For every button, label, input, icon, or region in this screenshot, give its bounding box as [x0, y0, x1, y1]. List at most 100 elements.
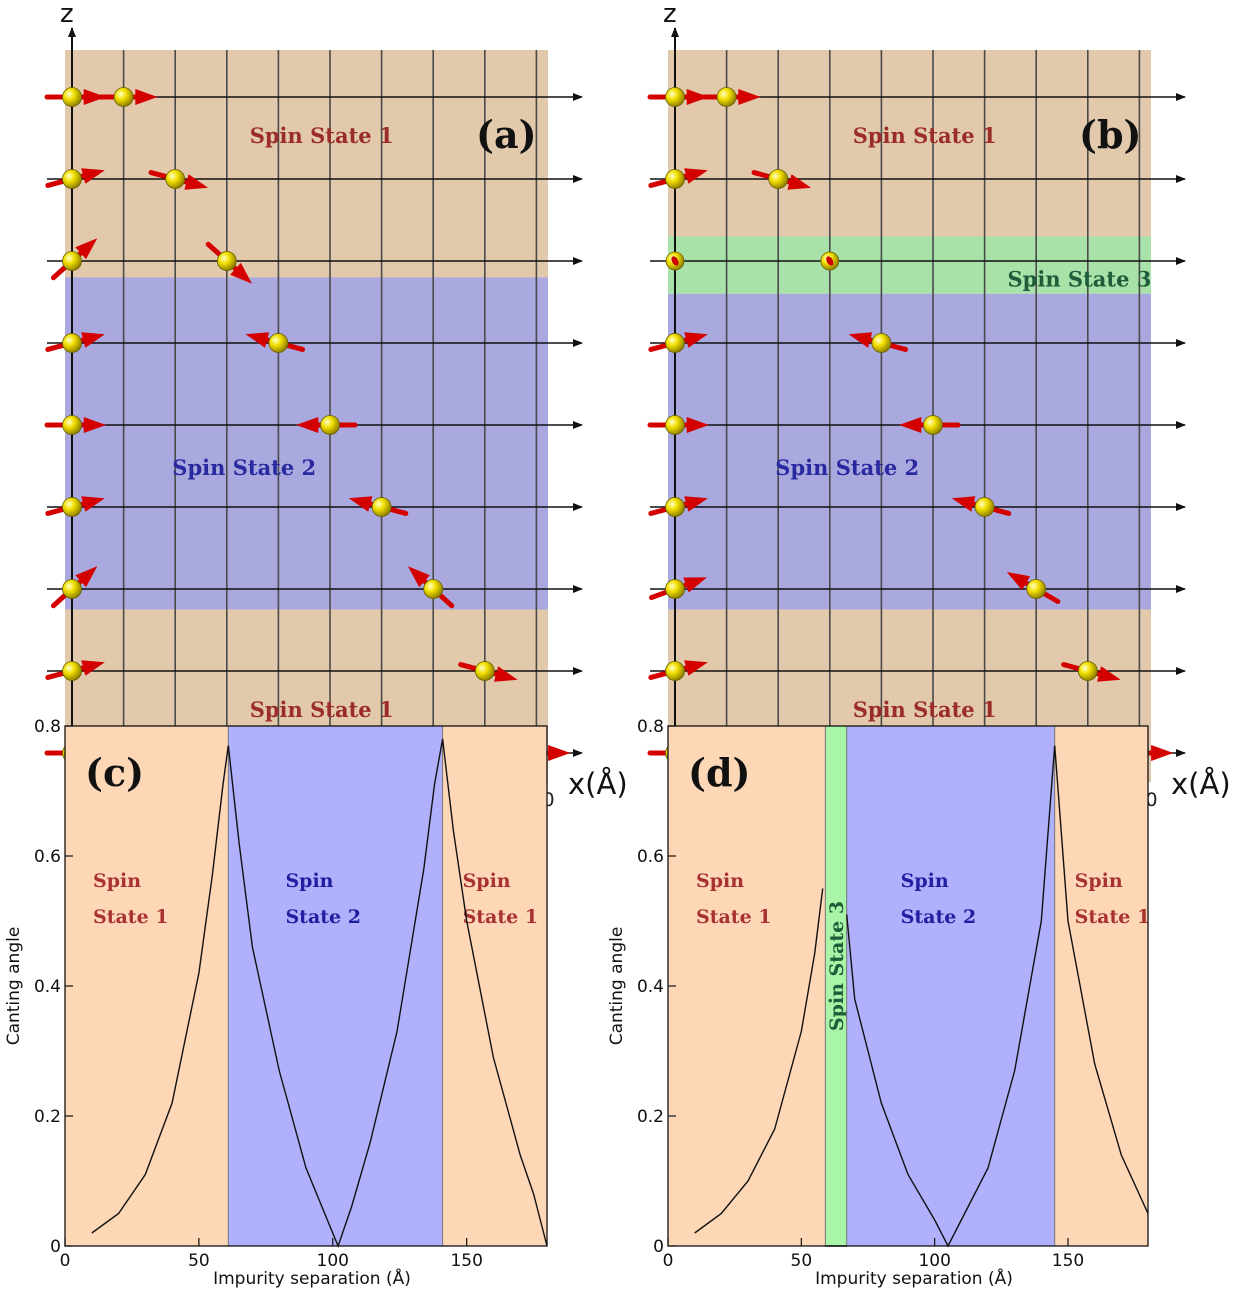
spin-state-label: Spin State 2	[775, 455, 919, 480]
spin-state-label: Spin State 1	[250, 123, 394, 148]
spin-arrow-head	[83, 89, 106, 105]
spin-arrow-head	[738, 89, 761, 105]
spin-arrow-head	[787, 174, 812, 190]
spin-state-label: Spin	[901, 870, 949, 892]
y-tick-label: 0.8	[34, 717, 61, 737]
x-tick-label: 50	[791, 1251, 813, 1271]
spin-state-label: Spin	[1075, 870, 1123, 892]
spin-arrow-head	[296, 417, 319, 433]
impurity-atom	[665, 497, 685, 517]
spin-arrow	[826, 256, 834, 266]
region-spin-state-1	[668, 50, 1151, 237]
spin-arrow-head	[407, 566, 430, 588]
spin-arrow-head	[951, 496, 976, 512]
x-tick-label: 150	[1052, 1251, 1084, 1271]
impurity-atom	[871, 333, 892, 353]
spin-state-label: State 2	[285, 906, 361, 928]
x-axis-label: Impurity separation (Å)	[213, 1267, 411, 1289]
spin-arrow-head	[184, 174, 209, 190]
spin-arrow-head	[81, 332, 105, 348]
impurity-atom	[1026, 579, 1047, 599]
panel-a: z020406080100120140160180x(Å)Spin State …	[44, 0, 628, 811]
data-line	[441, 738, 548, 1247]
x-tick-label: 0	[663, 1251, 674, 1271]
impurity-atom	[974, 497, 995, 517]
spin-arrow-head	[684, 660, 708, 676]
impurity-atom	[113, 87, 134, 107]
y-tick-label: 0.8	[637, 717, 664, 737]
z-axis-label: z	[663, 0, 677, 29]
x-tick-label: 0	[60, 1251, 71, 1271]
region-spin-state-2	[668, 293, 1151, 610]
y-tick-label: 0.2	[637, 1107, 664, 1127]
impurity-atom	[665, 579, 685, 599]
spin-arrow-head	[1097, 666, 1121, 682]
x-tick-label: 100	[317, 1251, 349, 1271]
panel-b: z020406080100120140160180x(Å)Spin State …	[647, 0, 1231, 811]
spin-arrow-head	[686, 417, 709, 433]
x-axis-label: x(Å)	[1171, 767, 1231, 801]
region-spin-state-3	[668, 236, 1151, 294]
panel-letter: (c)	[85, 750, 144, 795]
spin-state-label: Spin	[285, 870, 333, 892]
impurity-atom	[62, 169, 82, 189]
spin-arrow-head	[684, 332, 708, 348]
spin-arrow-head	[684, 168, 708, 184]
impurity-atom	[62, 415, 82, 435]
spin-state-label: Spin	[93, 870, 141, 892]
spin-arrow-head	[81, 660, 105, 676]
spin-state-label: State 1	[1075, 906, 1151, 928]
spin-arrow-head	[494, 666, 518, 682]
region-spin-state-1	[442, 726, 547, 1246]
spin-arrow-head	[1006, 572, 1031, 591]
spin-state-label: State 1	[696, 906, 772, 928]
y-tick-label: 0.4	[34, 977, 61, 997]
spin-arrow-head	[686, 89, 709, 105]
region-spin-state-3	[825, 726, 847, 1246]
spin-arrow-head	[348, 496, 373, 512]
spin-arrow-head	[83, 417, 106, 433]
y-tick-label: 0.2	[34, 1107, 61, 1127]
region-spin-state-2	[228, 726, 443, 1246]
spin-arrow	[671, 256, 679, 266]
impurity-atom	[665, 415, 685, 435]
impurity-atom	[165, 169, 186, 189]
region-spin-state-2	[65, 277, 548, 610]
spin-arrow-head	[245, 332, 270, 348]
spin-arrow-head	[230, 262, 253, 284]
spin-state-label: State 2	[901, 906, 977, 928]
spin-state-label: Spin State 3	[1008, 266, 1152, 291]
panel-letter: (d)	[688, 750, 751, 795]
impurity-atom	[320, 415, 340, 435]
y-axis-label: Canting angle	[607, 927, 627, 1046]
panel-letter: (b)	[1079, 112, 1142, 157]
spin-arrow-head	[848, 332, 873, 348]
impurity-atom	[923, 415, 943, 435]
y-tick-label: 0.6	[34, 847, 61, 867]
panel-c: Spin State 1 Spin State 2 Spin State 1 0 50 100 1…	[4, 717, 548, 1289]
impurity-atom	[423, 579, 444, 599]
impurity-atom	[216, 251, 237, 271]
region-spin-state-1	[65, 726, 229, 1246]
region-spin-state-2	[846, 726, 1055, 1246]
spin-state-label: State 1	[463, 906, 539, 928]
spin-arrow-head	[81, 168, 105, 184]
spin-state-label: Spin State 2	[172, 455, 316, 480]
data-line	[1054, 745, 1149, 1214]
y-tick-label: 0	[653, 1237, 664, 1257]
y-tick-label: 0.6	[637, 847, 664, 867]
impurity-atom	[62, 87, 82, 107]
y-axis-label: Canting angle	[4, 927, 24, 1046]
spin-state-label: Spin	[696, 870, 744, 892]
impurity-atom	[371, 497, 392, 517]
impurity-atom	[62, 497, 82, 517]
data-line	[694, 888, 824, 1234]
region-spin-state-1	[668, 726, 826, 1246]
impurity-atom	[665, 333, 685, 353]
impurity-atom	[665, 87, 685, 107]
impurity-atom	[62, 579, 82, 599]
spin-state-label: Spin State 3	[826, 901, 848, 1031]
impurity-atom	[1077, 661, 1098, 681]
region-spin-state-1	[65, 50, 548, 278]
